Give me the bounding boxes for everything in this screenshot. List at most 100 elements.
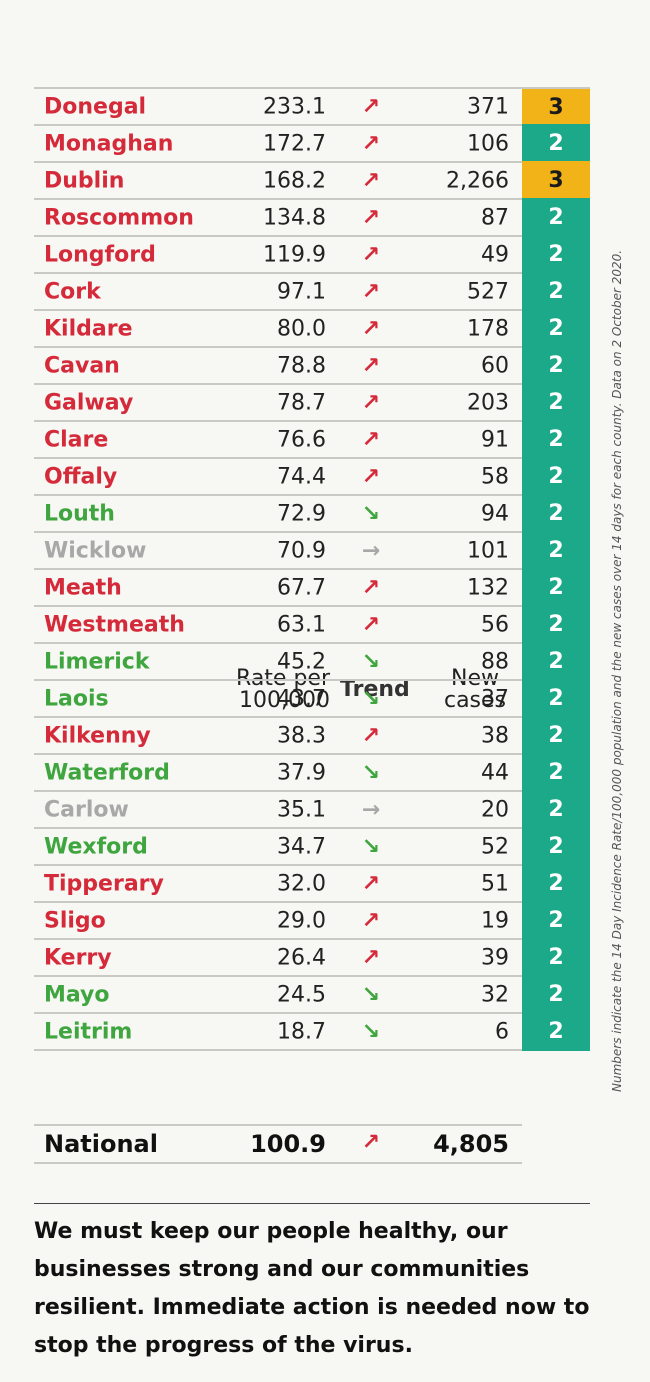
rate-value: 134.8 — [263, 205, 326, 230]
trend-up-icon: ↗ — [361, 908, 381, 933]
trend-up-icon: ↗ — [361, 612, 381, 637]
table-row: Galway 78.7 ↗ 203 2 — [34, 383, 590, 422]
table-row: Dublin 168.2 ↗ 2,266 3 — [34, 161, 590, 200]
level-badge: 2 — [522, 124, 590, 163]
county-name: Limerick — [44, 649, 150, 674]
message-divider — [34, 1203, 590, 1204]
table-row: Cork 97.1 ↗ 527 2 — [34, 272, 590, 311]
rate-value: 78.8 — [277, 353, 326, 378]
level-badge: 2 — [522, 309, 590, 348]
level-badge: 2 — [522, 901, 590, 940]
rate-value: 24.5 — [277, 982, 326, 1007]
table-row: Clare 76.6 ↗ 91 2 — [34, 420, 590, 459]
level-badge: 2 — [522, 531, 590, 570]
level-badge: 2 — [522, 568, 590, 607]
new-cases-value: 132 — [467, 575, 509, 600]
level-badge: 2 — [522, 864, 590, 903]
new-cases-value: 178 — [467, 316, 509, 341]
table-row: Tipperary 32.0 ↗ 51 2 — [34, 864, 590, 903]
trend-down-icon: ↘ — [361, 649, 381, 674]
new-cases-value: 2,266 — [446, 168, 509, 193]
level-badge: 2 — [522, 716, 590, 755]
county-name: Clare — [44, 427, 109, 452]
new-cases-value: 38 — [481, 723, 509, 748]
rate-value: 38.3 — [277, 723, 326, 748]
county-name: Kilkenny — [44, 723, 151, 748]
county-name: Roscommon — [44, 205, 194, 230]
new-cases-value: 87 — [481, 205, 509, 230]
county-name: Monaghan — [44, 131, 174, 156]
new-cases-value: 56 — [481, 612, 509, 637]
table-row: Westmeath 63.1 ↗ 56 2 — [34, 605, 590, 644]
national-new-cases: 4,805 — [433, 1130, 509, 1158]
table-row: Leitrim 18.7 ↘ 6 2 — [34, 1012, 590, 1051]
table-row: Carlow 35.1 → 20 2 — [34, 790, 590, 829]
new-cases-value: 19 — [481, 908, 509, 933]
table-row: Offaly 74.4 ↗ 58 2 — [34, 457, 590, 496]
rate-value: 26.4 — [277, 945, 326, 970]
new-cases-value: 32 — [481, 982, 509, 1007]
new-cases-value: 60 — [481, 353, 509, 378]
level-badge: 2 — [522, 827, 590, 866]
trend-down-icon: ↘ — [361, 686, 381, 711]
trend-up-icon: ↗ — [361, 353, 381, 378]
table-row: Monaghan 172.7 ↗ 106 2 — [34, 124, 590, 163]
county-name: Kildare — [44, 316, 133, 341]
table-row: Kildare 80.0 ↗ 178 2 — [34, 309, 590, 348]
table-row: Donegal 233.1 ↗ 371 3 — [34, 87, 590, 126]
county-name: Waterford — [44, 760, 170, 785]
new-cases-value: 20 — [481, 797, 509, 822]
new-cases-value: 49 — [481, 242, 509, 267]
new-cases-value: 371 — [467, 94, 509, 119]
county-name: Meath — [44, 575, 122, 600]
level-badge: 2 — [522, 790, 590, 829]
table-row: Longford 119.9 ↗ 49 2 — [34, 235, 590, 274]
level-badge: 2 — [522, 753, 590, 792]
county-name: Wicklow — [44, 538, 147, 563]
level-badge: 2 — [522, 938, 590, 977]
rate-value: 233.1 — [263, 94, 326, 119]
level-badge: 2 — [522, 679, 590, 718]
table-row: Louth 72.9 ↘ 94 2 — [34, 494, 590, 533]
level-badge: 2 — [522, 642, 590, 681]
header-trend: Trend — [340, 677, 410, 702]
rate-value: 29.0 — [277, 908, 326, 933]
county-name: Mayo — [44, 982, 110, 1007]
new-cases-value: 52 — [481, 834, 509, 859]
table-row: Meath 67.7 ↗ 132 2 — [34, 568, 590, 607]
new-cases-value: 44 — [481, 760, 509, 785]
trend-down-icon: ↘ — [361, 1019, 381, 1044]
county-name: Kerry — [44, 945, 112, 970]
level-badge: 2 — [522, 605, 590, 644]
trend-down-icon: ↘ — [361, 834, 381, 859]
table-row: Roscommon 134.8 ↗ 87 2 — [34, 198, 590, 237]
trend-up-icon: ↗ — [361, 279, 381, 304]
county-name: Cavan — [44, 353, 120, 378]
county-name: Westmeath — [44, 612, 185, 637]
county-name: Longford — [44, 242, 156, 267]
header-new-cases: New cases — [443, 666, 507, 713]
county-name: Offaly — [44, 464, 118, 489]
trend-up-icon: ↗ — [361, 242, 381, 267]
rate-value: 63.1 — [277, 612, 326, 637]
footnote: Numbers indicate the 14 Day Incidence Ra… — [610, 249, 624, 1092]
trend-up-icon: ↗ — [361, 464, 381, 489]
rate-value: 18.7 — [277, 1019, 326, 1044]
rate-value: 70.9 — [277, 538, 326, 563]
level-badge: 2 — [522, 975, 590, 1014]
header-rate: Rate per 100,000 — [236, 666, 330, 713]
trend-up-icon: ↗ — [361, 168, 381, 193]
table-row: Wicklow 70.9 → 101 2 — [34, 531, 590, 570]
new-cases-value: 39 — [481, 945, 509, 970]
national-top-rule — [34, 1124, 522, 1126]
level-badge: 3 — [522, 89, 590, 126]
rate-value: 35.1 — [277, 797, 326, 822]
county-name: Wexford — [44, 834, 148, 859]
table-row: Cavan 78.8 ↗ 60 2 — [34, 346, 590, 385]
rate-value: 80.0 — [277, 316, 326, 341]
rate-value: 172.7 — [263, 131, 326, 156]
level-badge: 2 — [522, 235, 590, 274]
trend-up-icon: ↗ — [361, 131, 381, 156]
trend-up-icon: ↗ — [361, 205, 381, 230]
rate-value: 78.7 — [277, 390, 326, 415]
